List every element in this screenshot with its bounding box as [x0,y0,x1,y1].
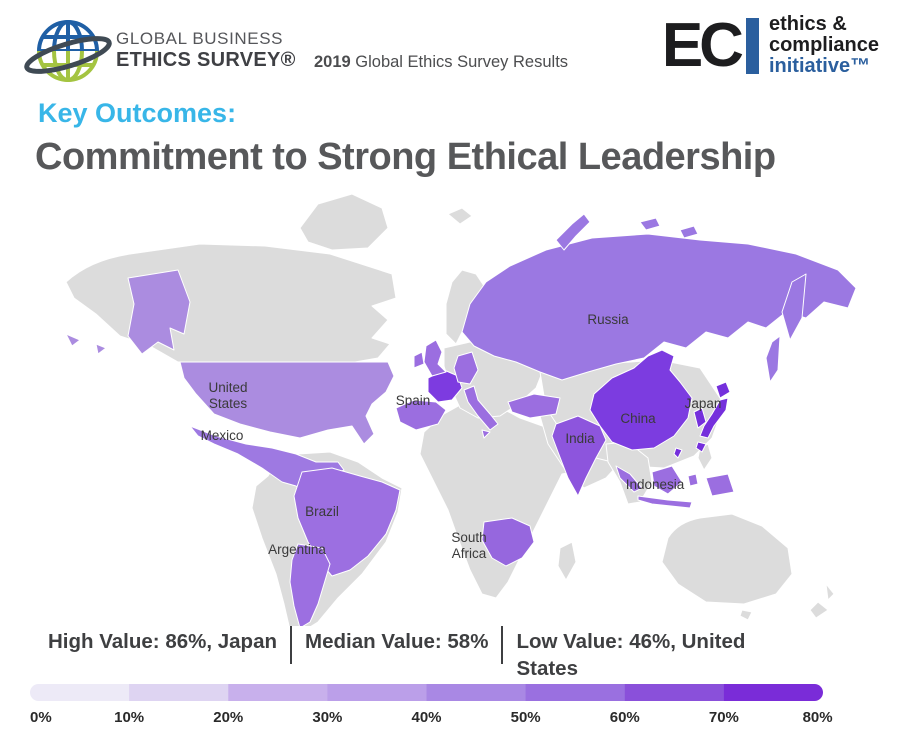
legend-tick-20: 20% [213,709,244,726]
country-russia-arctic-islands [555,213,699,251]
country-united-states [179,361,395,445]
label-china: China [620,411,656,426]
country-turkey [507,393,561,419]
label-south-africa-line1: South [451,530,486,545]
land-greenland [299,193,389,251]
label-india: India [565,431,595,446]
country-russia-sakhalin [765,335,781,383]
key-outcomes-label: Key Outcomes: [38,98,237,128]
legend-seg-0-10 [30,684,130,701]
eci-monogram: EC [661,10,744,80]
country-south-africa [481,517,535,567]
country-south-korea [693,407,707,429]
label-argentina: Argentina [268,542,326,557]
legend-tick-0: 0% [30,709,52,726]
legend-tick-labels: 0% 10% 20% 30% 40% 50% 60% 70% 80% [30,709,833,727]
country-alaska [127,269,191,355]
legend-seg-70-80 [723,684,823,701]
label-japan: Japan [685,396,722,411]
country-argentina [289,543,331,626]
median-value-stat: Median Value: 58% [305,630,489,653]
stat-divider-1 [290,626,292,664]
gbes-logo-line1: GLOBAL BUSINESS [116,28,284,48]
country-united-kingdom [423,339,447,377]
legend-tick-40: 40% [411,709,442,726]
low-value-stat: Low Value: 46%, United States [516,630,746,680]
legend-seg-20-30 [228,684,328,701]
label-spain: Spain [396,393,431,408]
legend-seg-60-70 [624,684,725,701]
gbes-logo-text: GLOBAL BUSINESS ETHICS SURVEY® [116,29,296,72]
survey-year: 2019 [313,53,351,71]
country-spain [395,399,447,431]
map-country-labels: United States Mexico Brazil Argentina Sp… [201,312,722,561]
label-brazil: Brazil [305,504,339,519]
map-countries [65,213,857,626]
label-mexico: Mexico [201,428,244,443]
country-taiwan [673,447,683,459]
legend-tick-80: 80% [802,709,833,726]
eci-line2: compliance [768,34,879,57]
country-russia-kamchatka [781,273,807,341]
gbes-logo-line2: ETHICS SURVEY® [116,48,296,71]
label-united-states-line1: United [208,380,247,395]
survey-title-rest: Global Ethics Survey Results [350,53,569,71]
country-france [427,369,463,403]
legend-tick-50: 50% [510,709,541,726]
land-svalbard [447,207,473,225]
legend-tick-60: 60% [609,709,640,726]
gbes-logo: GLOBAL BUSINESS ETHICS SURVEY® [22,6,296,94]
eci-logo: EC ethics & compliance initiative™ [661,10,879,80]
country-japan [695,381,731,453]
eci-line3: initiative™ [768,55,871,78]
legend-tick-70: 70% [708,709,739,726]
legend-seg-50-60 [525,684,626,701]
label-united-states-line2: States [209,396,248,411]
world-choropleth-map: United States Mexico Brazil Argentina Sp… [65,193,857,626]
label-indonesia: Indonesia [626,477,685,492]
land-canada [65,243,397,363]
legend-gradient-bar [30,684,823,701]
label-russia: Russia [587,312,629,327]
summary-stats: High Value: 86%, Japan Median Value: 58%… [48,626,756,682]
legend-seg-10-20 [129,684,229,701]
legend-tick-10: 10% [114,709,145,726]
eci-bar-mark [745,17,759,74]
land-africa [419,401,585,599]
color-scale-legend: 0% 10% 20% 30% 40% 50% 60% 70% 80% [30,684,833,727]
eci-line1: ethics & [768,13,847,35]
country-china [589,349,693,451]
country-italy [463,385,499,439]
country-indonesia [615,465,735,509]
land-australia [661,513,793,605]
legend-seg-40-50 [426,684,527,701]
legend-seg-30-40 [327,684,428,701]
country-india [551,415,607,497]
legend-tick-30: 30% [312,709,343,726]
land-madagascar [557,541,577,581]
country-ireland [413,351,425,369]
land-tasmania [739,609,753,621]
eci-logo-text: ethics & compliance initiative™ [768,13,879,78]
country-aleutians [65,333,107,355]
label-south-africa-line2: Africa [452,546,487,561]
land-new-zealand [809,583,835,619]
survey-results-title: 2019 Global Ethics Survey Results [291,53,591,72]
high-value-stat: High Value: 86%, Japan [48,630,277,653]
stat-divider-2 [501,626,504,664]
page-title: Commitment to Strong Ethical Leadership [35,136,776,178]
country-germany [453,351,479,385]
gbes-globe-icon [24,20,112,82]
